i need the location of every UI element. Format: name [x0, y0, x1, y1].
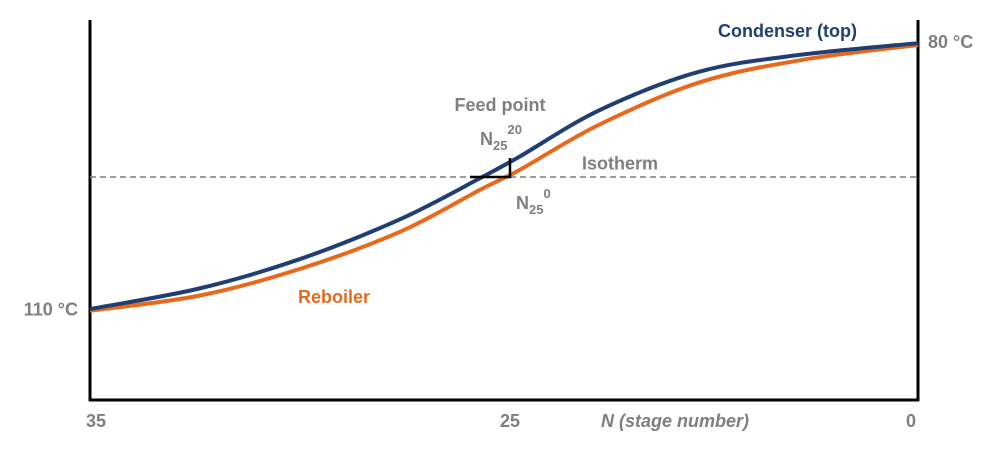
stage-sub: 25 — [493, 138, 507, 153]
y-tick-label: 110 °C — [24, 300, 78, 320]
series-label: Condenser (top) — [718, 21, 857, 41]
stage-sub: 25 — [529, 202, 543, 217]
stage-base: N — [516, 193, 529, 213]
x-axis-label: N (stage number) — [601, 411, 749, 431]
feed-point-marker — [470, 157, 512, 179]
x-tick-label: 35 — [86, 411, 106, 431]
stage-label: N2520 — [480, 122, 522, 153]
series-line — [89, 42, 919, 313]
stage-label: N250 — [516, 186, 551, 217]
y2-tick-label: 80 °C — [928, 32, 973, 52]
x-tick-label: 0 — [906, 411, 916, 431]
series-line — [89, 41, 919, 311]
x-tick-label: 25 — [500, 411, 520, 431]
series-label: Reboiler — [298, 287, 370, 307]
feed-point-label: Feed point — [455, 95, 546, 115]
isotherm-label: Isotherm — [582, 154, 658, 174]
stage-base: N — [480, 129, 493, 149]
stage-sup: 0 — [543, 186, 550, 201]
stage-sup: 20 — [507, 122, 521, 137]
